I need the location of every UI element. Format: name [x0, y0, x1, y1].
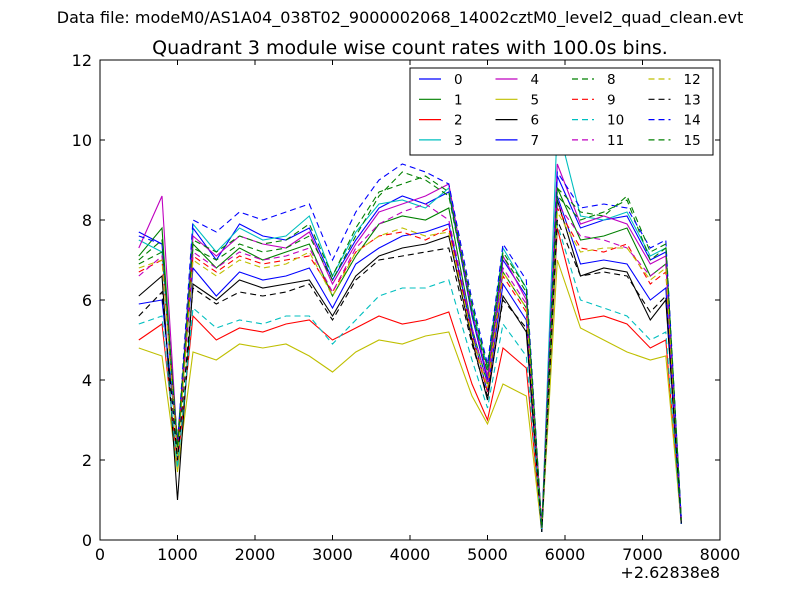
- series-line-7: [138, 195, 682, 533]
- series-line-15: [138, 175, 682, 529]
- legend-label-2: 2: [454, 113, 463, 129]
- legend-label-5: 5: [531, 92, 540, 108]
- legend-label-0: 0: [454, 72, 463, 88]
- y-tick-label: 8: [82, 211, 92, 230]
- legend-label-10: 10: [607, 113, 624, 129]
- legend-label-15: 15: [684, 133, 701, 149]
- x-tick-label: 2000: [235, 545, 276, 564]
- series-line-11: [138, 202, 682, 529]
- y-tick-label: 12: [72, 51, 92, 70]
- x-tick-label: 0: [95, 545, 105, 564]
- y-tick-label: 2: [82, 451, 92, 470]
- x-tick-label: 7000: [622, 545, 663, 564]
- x-tick-label: 1000: [157, 545, 198, 564]
- series-line-4: [138, 163, 682, 529]
- legend-label-14: 14: [684, 113, 701, 129]
- series-line-13: [138, 219, 682, 533]
- data-file-suptitle: Data file: modeM0/AS1A04_038T02_90000020…: [57, 8, 743, 28]
- x-tick-label: 6000: [545, 545, 586, 564]
- y-tick-label: 0: [82, 531, 92, 550]
- chart-title: Quadrant 3 module wise count rates with …: [152, 37, 668, 59]
- legend-label-13: 13: [684, 92, 701, 108]
- y-tick-label: 4: [82, 371, 92, 390]
- legend-label-9: 9: [607, 92, 616, 108]
- x-tick-label: 4000: [390, 545, 431, 564]
- series-line-3: [138, 123, 682, 529]
- series-line-9: [138, 206, 682, 529]
- legend-label-8: 8: [607, 72, 616, 88]
- legend-label-3: 3: [454, 133, 463, 149]
- series-line-1: [138, 187, 682, 529]
- series-line-5: [138, 259, 682, 533]
- legend-label-11: 11: [607, 133, 624, 149]
- legend-label-1: 1: [454, 92, 463, 108]
- series-line-10: [138, 223, 682, 533]
- series-line-12: [138, 210, 682, 529]
- series-line-2: [138, 227, 682, 533]
- legend-label-12: 12: [684, 72, 701, 88]
- series-line-6: [138, 199, 682, 533]
- x-offset-label: +2.62838e8: [620, 563, 720, 582]
- series-line-14: [138, 163, 682, 529]
- legend-label-4: 4: [531, 72, 540, 88]
- legend-box: [409, 67, 714, 156]
- legend-label-7: 7: [531, 133, 540, 149]
- y-tick-label: 6: [82, 291, 92, 310]
- x-tick-label: 3000: [312, 545, 353, 564]
- series-lines: [138, 123, 682, 533]
- x-tick-label: 5000: [467, 545, 508, 564]
- y-tick-label: 10: [72, 131, 92, 150]
- x-tick-label: 8000: [700, 545, 741, 564]
- legend-label-6: 6: [531, 113, 540, 129]
- series-line-8: [138, 171, 682, 529]
- axes: 0 1000 2000 3000 4000 5000 6000 7000 80000246810…: [72, 51, 741, 564]
